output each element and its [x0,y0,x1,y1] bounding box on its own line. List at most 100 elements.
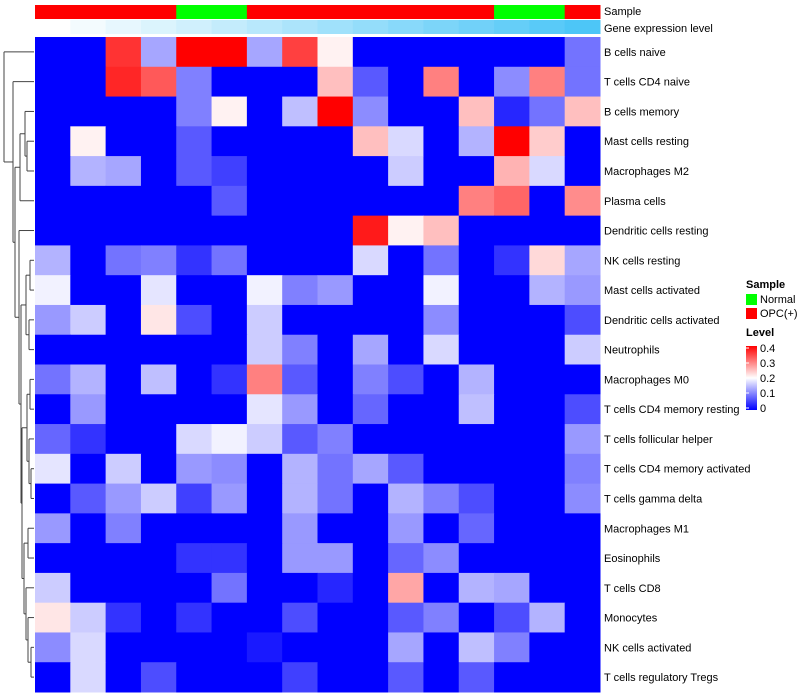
sample-annotation-label: Sample [604,6,641,18]
heatmap-cell [35,483,71,514]
heatmap-cell [70,96,107,127]
heatmap-cell [317,185,354,217]
heatmap-cell [70,126,107,157]
heatmap-cell [140,37,177,68]
heatmap-cell [282,245,318,276]
heatmap-cell [176,156,213,187]
heatmap-cell [105,662,142,693]
heatmap-cell [35,334,71,365]
heatmap-cell [211,334,248,365]
heatmap-cell [211,275,248,306]
heatmap-cell [35,602,71,633]
heatmap-cell [140,543,177,574]
legend-opc-swatch [746,308,757,319]
heatmap-cell [105,632,142,663]
heatmap-cell [352,394,389,425]
gene-level-annotation-cell [352,20,389,34]
gene-level-annotation-cell [564,20,601,34]
sample-annotation-cell [105,5,142,19]
heatmap-cell [282,215,318,246]
heatmap-cell [246,483,283,514]
heatmap-cell [211,483,248,514]
sample-annotation-cell [352,5,389,19]
gene-level-annotation-cell [70,20,107,34]
heatmap-cell [211,662,248,693]
heatmap-cell [105,394,142,425]
heatmap-cell [105,156,142,187]
heatmap-cell [105,483,142,514]
heatmap-cell [458,394,495,425]
heatmap-cell [211,37,248,68]
sample-annotation-cell [529,5,566,19]
heatmap-cell [211,126,248,157]
heatmap-cell [564,602,601,633]
heatmap-cell [388,572,424,604]
heatmap-cell [423,572,460,604]
heatmap-cell [317,126,354,157]
heatmap-cell [70,453,107,485]
heatmap-cell [246,364,283,395]
heatmap-cell [458,334,495,365]
heatmap-cell [140,424,177,455]
row-label: T cells CD8 [604,583,661,595]
heatmap-cell [564,96,601,127]
heatmap-cell [176,662,213,693]
heatmap-cell [140,513,177,544]
heatmap-cell [388,275,424,306]
heatmap-cell [423,156,460,187]
heatmap-cell [176,245,213,276]
heatmap-cell [494,632,530,663]
heatmap-cell [352,632,389,663]
sample-annotation-cell [458,5,495,19]
row-label: Eosinophils [604,553,661,565]
gene-level-annotation-cell [529,20,566,34]
heatmap-cell [246,185,283,217]
heatmap-cell [105,37,142,68]
heatmap-cell [140,275,177,306]
heatmap-cell [352,483,389,514]
heatmap-cell [529,215,566,246]
heatmap-cell [529,156,566,187]
heatmap-cell [211,245,248,276]
heatmap-cell [282,156,318,187]
heatmap-cell [529,602,566,633]
heatmap-cell [458,364,495,395]
heatmap-cell [352,96,389,127]
heatmap-cell [176,37,213,68]
heatmap-cell [564,572,601,604]
heatmap-cell [388,483,424,514]
heatmap-cell [388,215,424,246]
heatmap-cell [317,275,354,306]
heatmap-cell [352,275,389,306]
heatmap-cell [70,156,107,187]
heatmap-cell [352,156,389,187]
heatmap-cell [105,602,142,633]
heatmap-cell [529,662,566,693]
sample-annotation-cell [564,5,601,19]
heatmap-cell [105,424,142,455]
heatmap-cell [70,66,107,98]
row-label: Macrophages M1 [604,523,689,535]
heatmap-cell [176,394,213,425]
heatmap-cell [317,96,354,127]
heatmap-cell [176,632,213,663]
sample-annotation-cell [282,5,318,19]
heatmap-cell [35,275,71,306]
heatmap-cell [423,364,460,395]
heatmap-cell [70,424,107,455]
sample-annotation-cell [423,5,460,19]
heatmap-cell [105,364,142,395]
row-label: NK cells resting [604,255,680,267]
heatmap-cell [388,334,424,365]
heatmap-cell [70,602,107,633]
heatmap-cell [352,662,389,693]
heatmap-cell [246,334,283,365]
heatmap-cell [140,632,177,663]
heatmap-cell [176,513,213,544]
heatmap-cell [35,662,71,693]
heatmap-cell [423,543,460,574]
heatmap-cell [529,334,566,365]
heatmap-cell [246,572,283,604]
heatmap-cell [105,245,142,276]
row-label: B cells memory [604,106,680,118]
